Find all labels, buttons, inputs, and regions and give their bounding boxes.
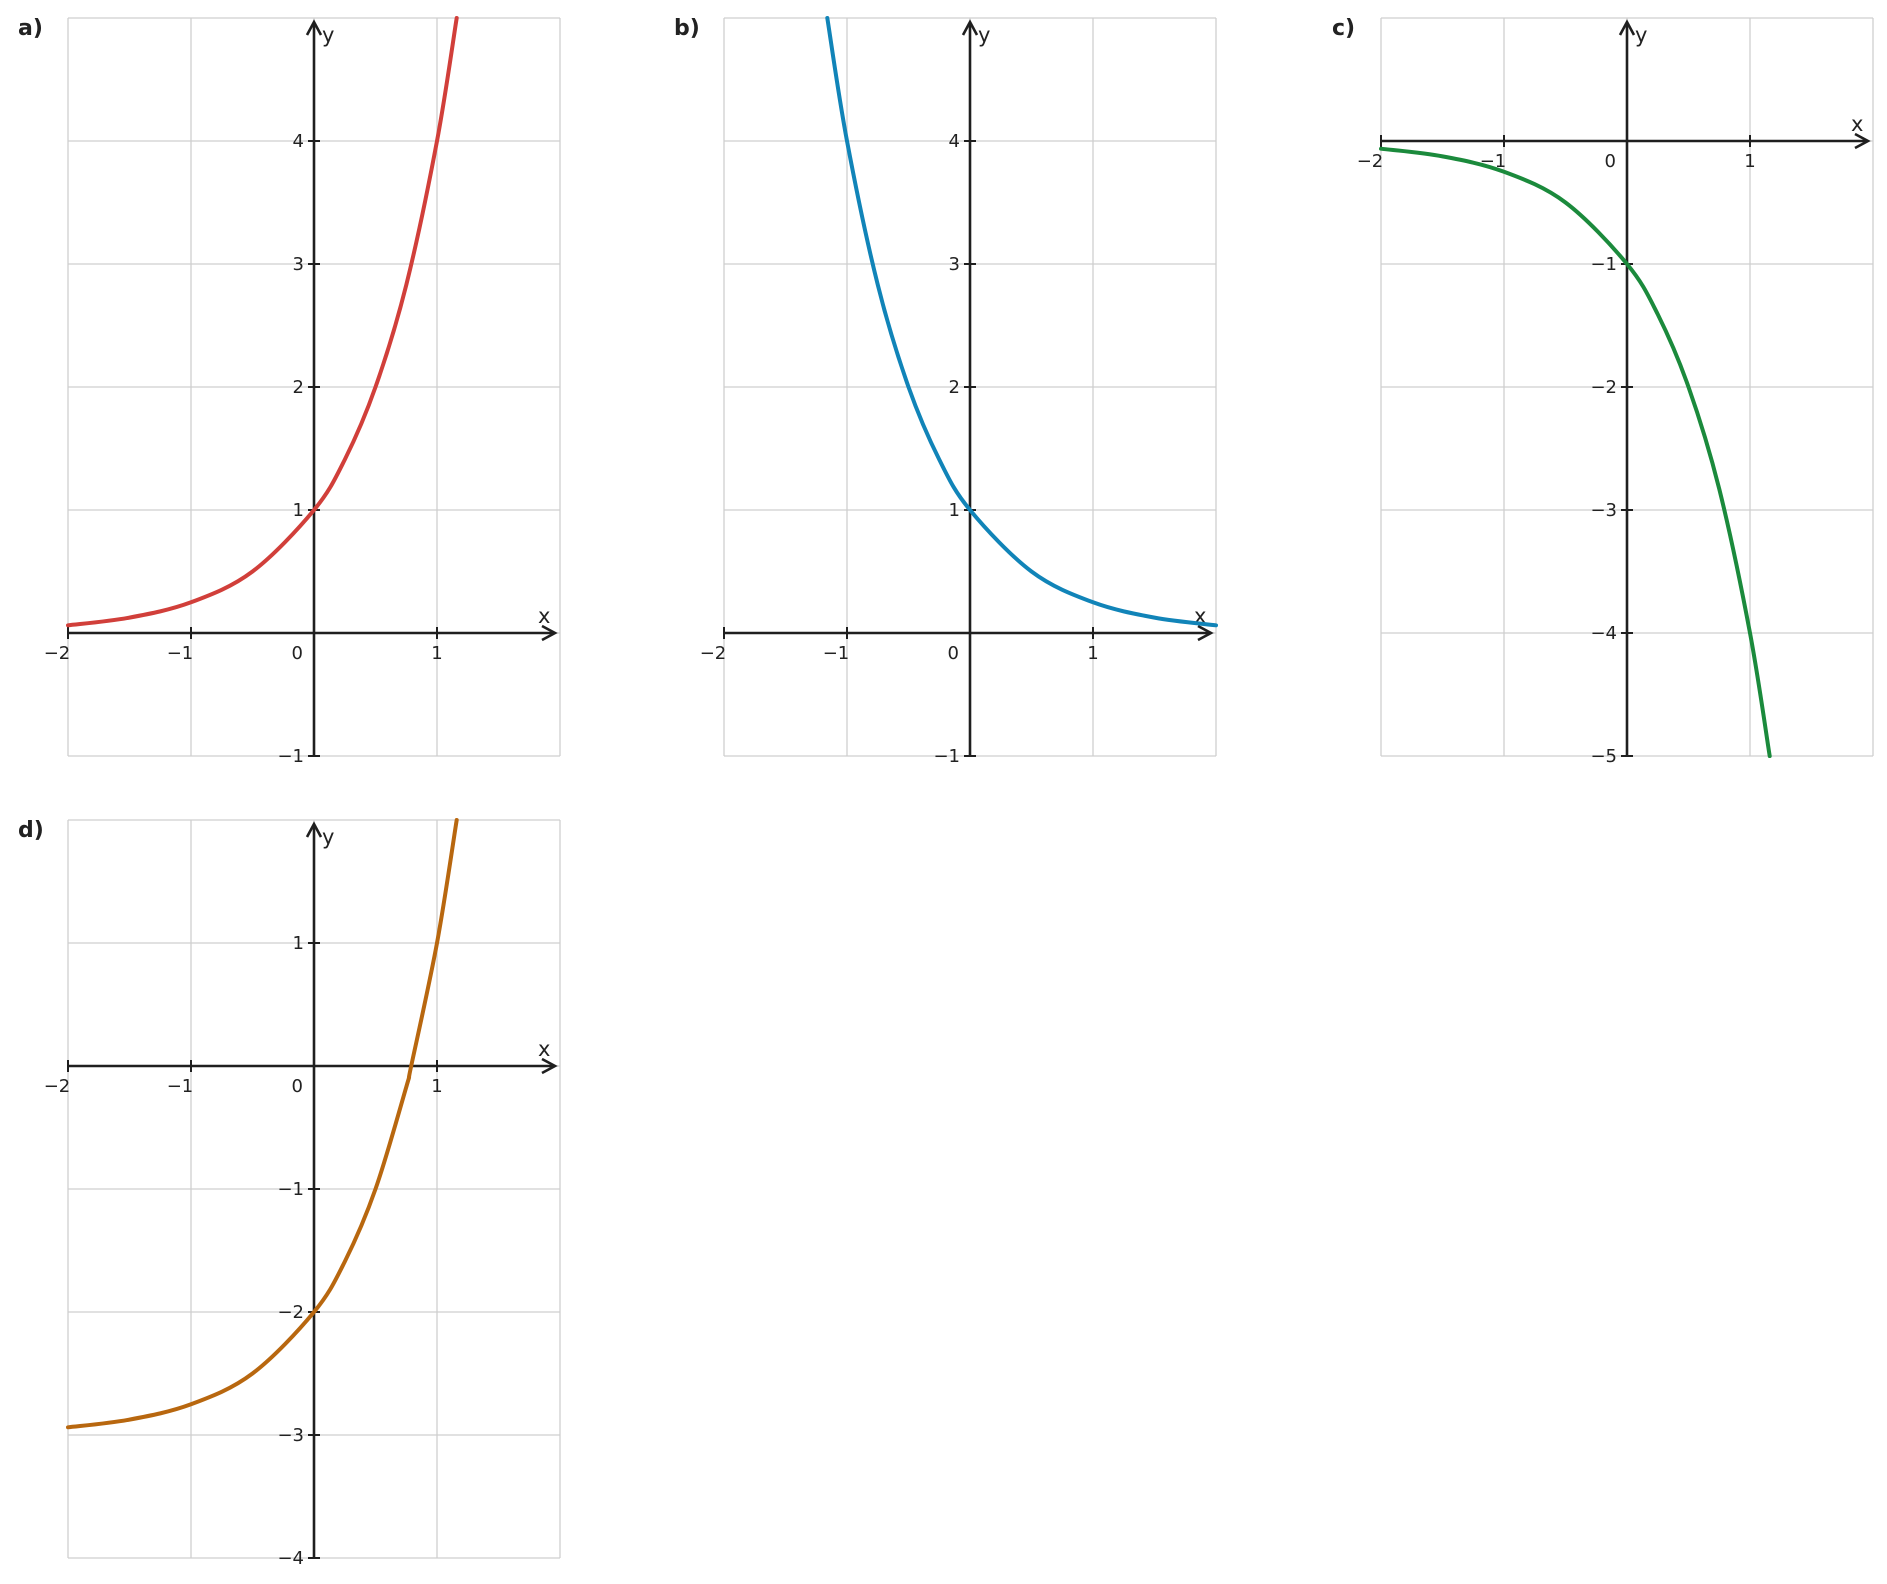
- x-tick-label: 1: [1744, 151, 1755, 172]
- y-tick-label: 3: [949, 254, 960, 275]
- y-tick-label: −1: [277, 1179, 304, 1200]
- panel-c: c)xy−2 −1 0 1−1−2−3−4−5: [1332, 16, 1874, 767]
- x-axis-label: x: [538, 604, 550, 628]
- y-tick-label: −1: [933, 746, 960, 767]
- x-axis-label: x: [1851, 112, 1863, 136]
- x-axis-arrowhead: [541, 1057, 558, 1075]
- y-tick-label: 1: [293, 500, 304, 521]
- series-line: [66, 818, 459, 1430]
- y-tick-label: 3: [293, 254, 304, 275]
- y-axis-arrowhead: [1618, 19, 1636, 36]
- x-tick-label: 1: [431, 1076, 442, 1097]
- y-tick-label: 4: [293, 131, 304, 152]
- y-axis-label: y: [322, 825, 334, 849]
- y-tick-label: 1: [949, 500, 960, 521]
- x-tick-label: 0: [1605, 151, 1616, 172]
- x-tick-label: −1: [823, 643, 850, 664]
- panel-d: d) x y −2 −1 0 1 1 −1 −2 −3 −4: [18, 818, 561, 1569]
- y-tick-label: −3: [277, 1425, 304, 1446]
- y-axis-arrowhead: [305, 821, 323, 838]
- panel-label: b): [674, 16, 700, 41]
- x-tick-label: −1: [167, 643, 194, 664]
- x-axis-arrowhead: [1854, 132, 1871, 150]
- y-tick-label: 2: [949, 377, 960, 398]
- y-tick-label: 1: [293, 933, 304, 954]
- y-tick-label: 4: [949, 131, 960, 152]
- panel-label: c): [1332, 16, 1355, 41]
- x-tick-label: 0: [292, 643, 303, 664]
- y-axis-arrowhead: [305, 19, 323, 36]
- x-tick-label: −2: [44, 1076, 71, 1097]
- series-line: [66, 16, 459, 628]
- x-tick-label: −2: [44, 643, 71, 664]
- panel-label: a): [18, 16, 43, 41]
- y-tick-label: −1: [1590, 254, 1617, 275]
- x-axis-arrowhead: [1197, 624, 1214, 642]
- y-tick-label: −1: [277, 746, 304, 767]
- panel-a: a) x y −2 −1 0 1 −1 1 2 3 4: [18, 16, 561, 767]
- y-tick-label: −5: [1590, 746, 1617, 767]
- y-tick-label: −4: [1590, 623, 1617, 644]
- y-tick-label: −3: [1590, 500, 1617, 521]
- y-axis-label: y: [1635, 23, 1647, 47]
- x-tick-label: 1: [1087, 643, 1098, 664]
- y-tick-label: −2: [277, 1302, 304, 1323]
- x-tick-label: −1: [167, 1076, 194, 1097]
- x-axis-label: x: [538, 1037, 550, 1061]
- y-axis-label: y: [978, 23, 990, 47]
- y-tick-label: −2: [1590, 377, 1617, 398]
- y-axis-arrowhead: [961, 19, 979, 36]
- x-tick-label: 0: [292, 1076, 303, 1097]
- x-tick-label: 1: [431, 643, 442, 664]
- panel-label: d): [18, 818, 44, 843]
- y-tick-label: 2: [293, 377, 304, 398]
- y-axis-label: y: [322, 23, 334, 47]
- series-line: [1379, 146, 1772, 758]
- x-tick-label: −2: [1357, 151, 1384, 172]
- x-tick-label: −2: [700, 643, 727, 664]
- y-tick-label: −4: [277, 1548, 304, 1569]
- x-tick-label: 0: [948, 643, 959, 664]
- series-line: [825, 16, 1218, 628]
- x-axis-arrowhead: [541, 624, 558, 642]
